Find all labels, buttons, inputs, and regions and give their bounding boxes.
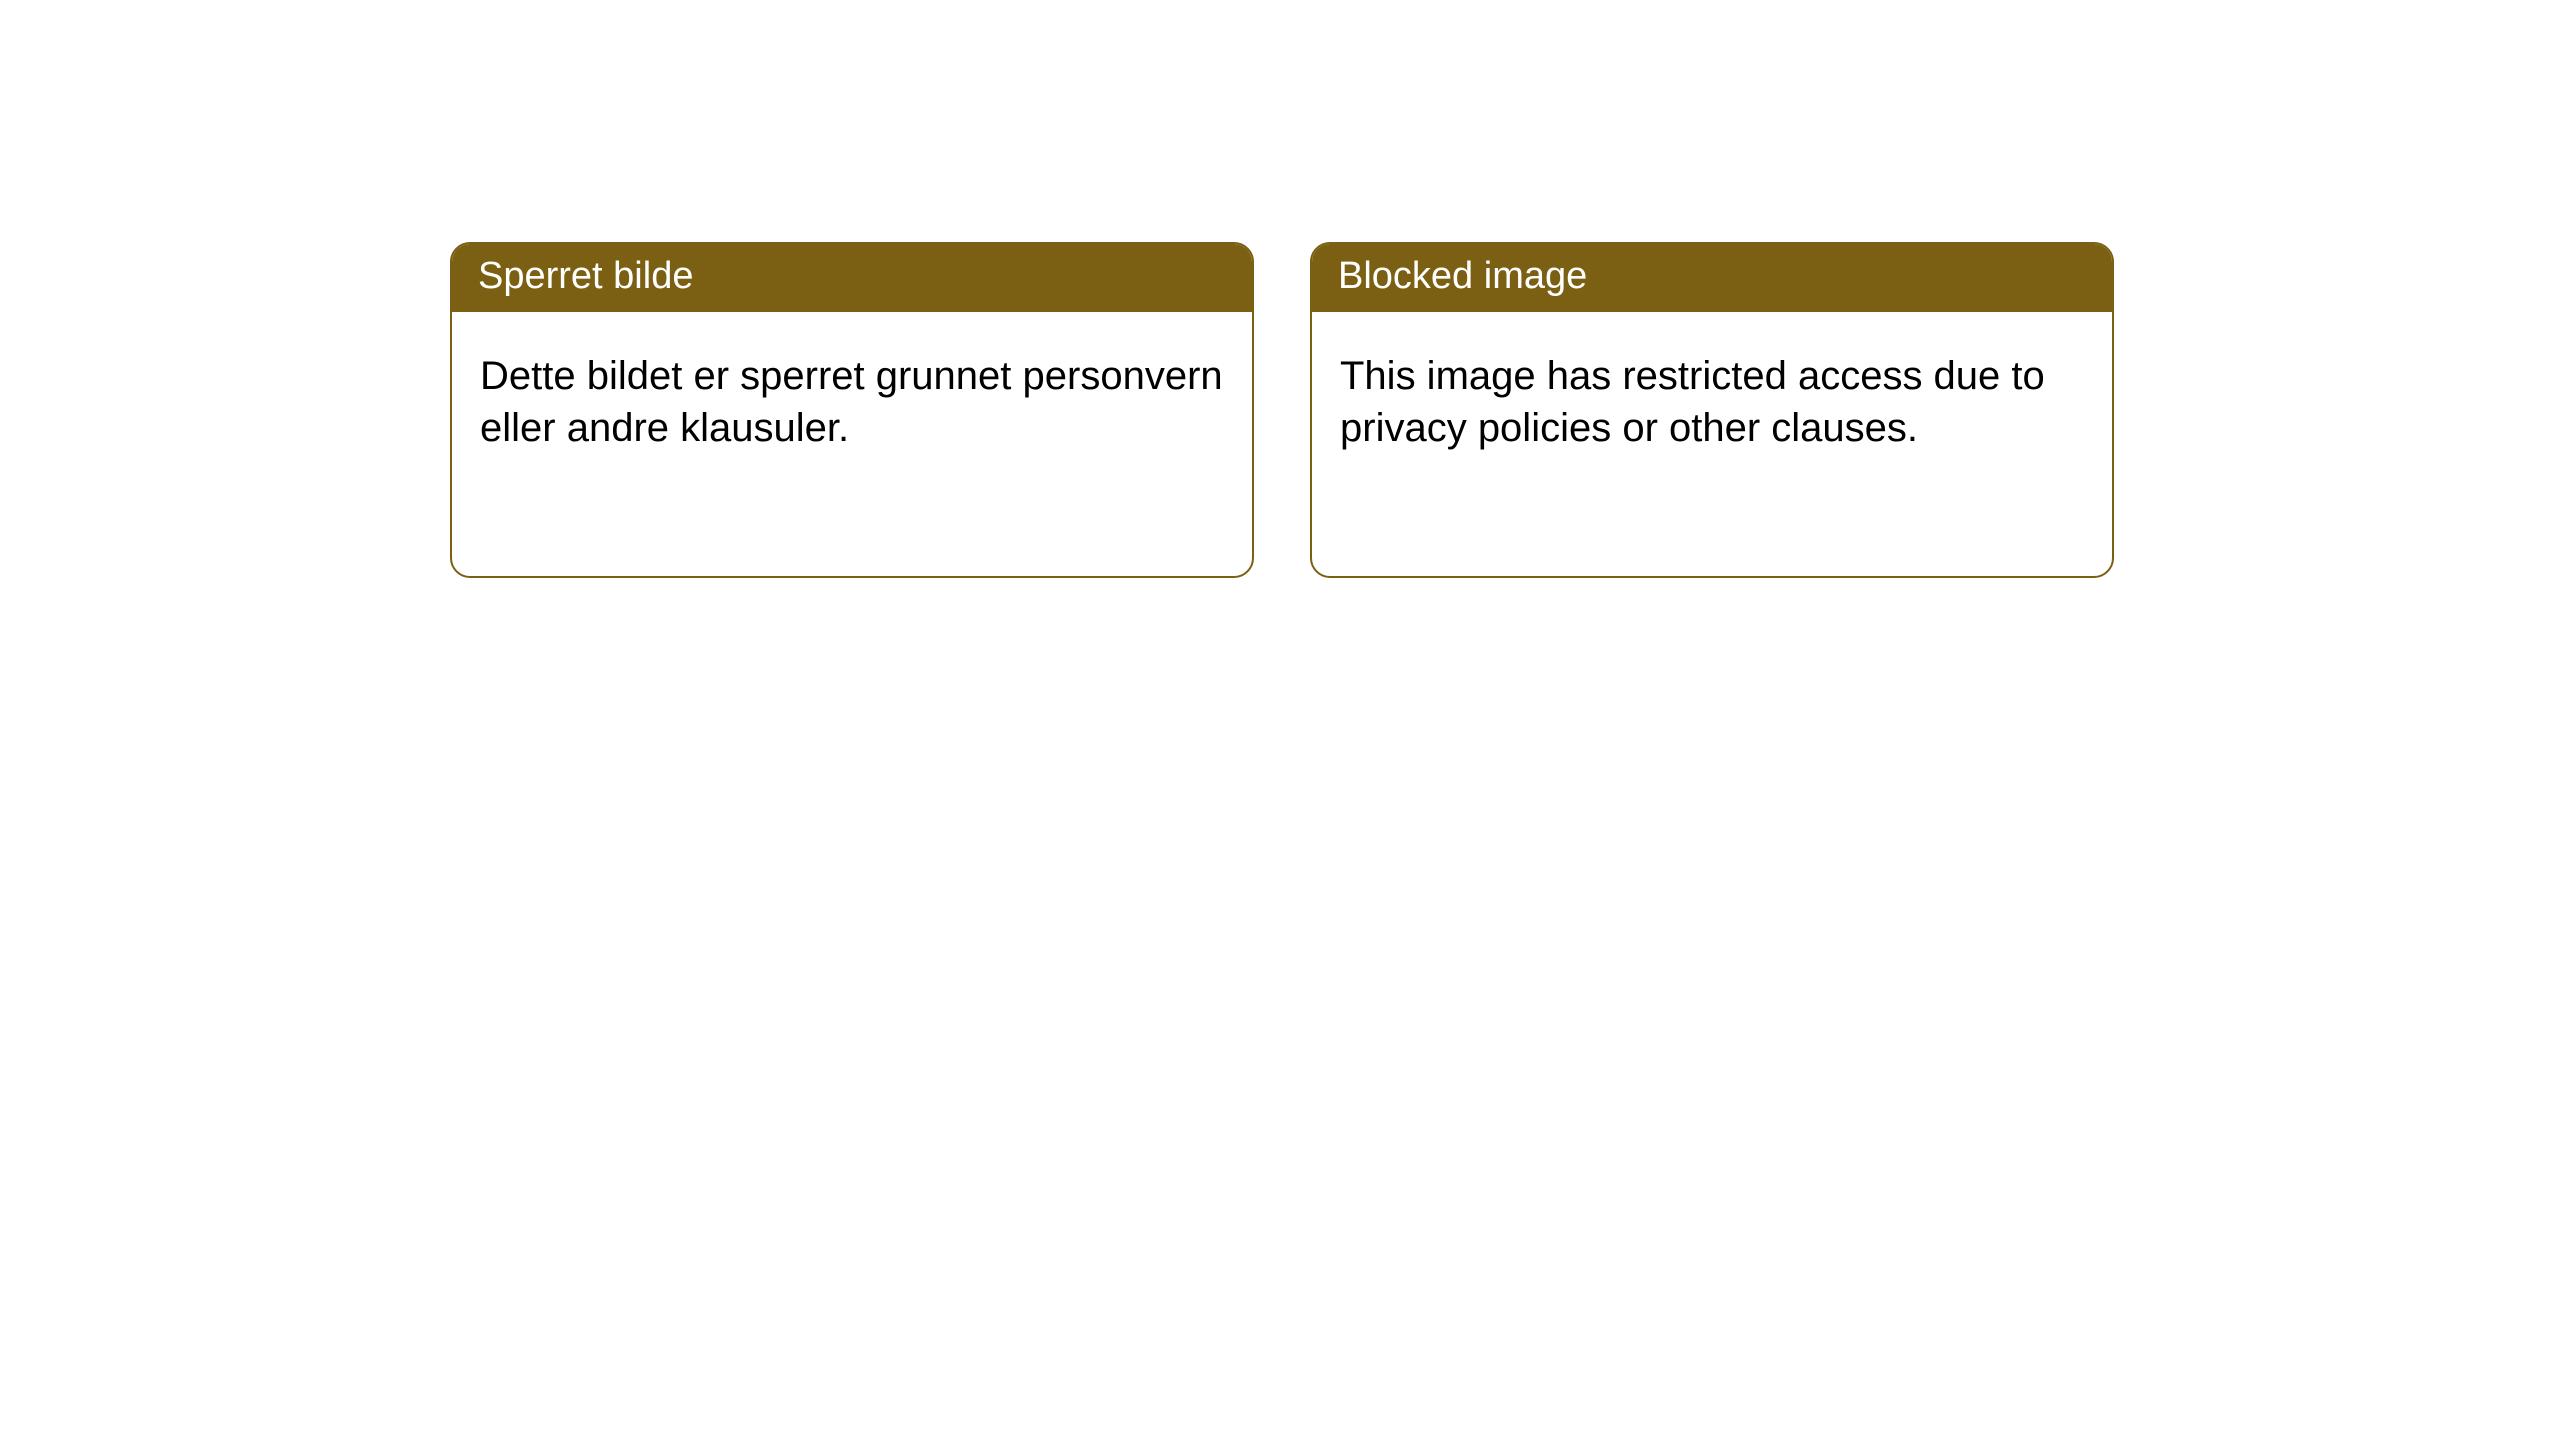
notice-panel-english-body: This image has restricted access due to … xyxy=(1312,312,2112,482)
notice-panel-english-title: Blocked image xyxy=(1312,244,2112,312)
notice-container: Sperret bilde Dette bildet er sperret gr… xyxy=(450,242,2114,578)
notice-panel-norwegian: Sperret bilde Dette bildet er sperret gr… xyxy=(450,242,1254,578)
notice-panel-english: Blocked image This image has restricted … xyxy=(1310,242,2114,578)
notice-panel-norwegian-title: Sperret bilde xyxy=(452,244,1252,312)
notice-panel-norwegian-body: Dette bildet er sperret grunnet personve… xyxy=(452,312,1252,482)
